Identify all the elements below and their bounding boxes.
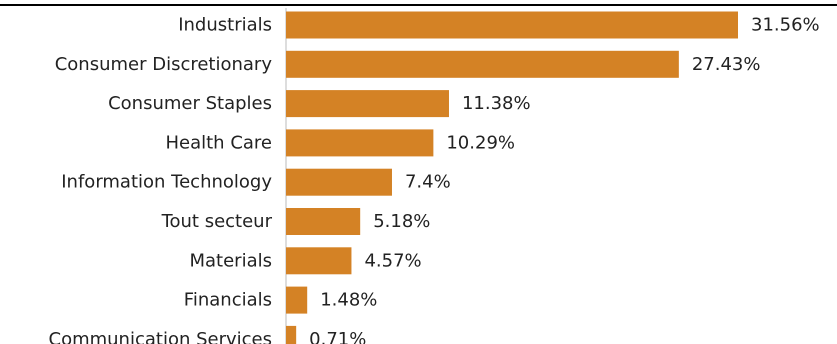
bar	[286, 90, 449, 118]
category-label: Communication Services	[49, 329, 273, 344]
bar	[286, 247, 352, 275]
value-label: 4.57%	[364, 250, 421, 271]
bar	[286, 208, 361, 235]
category-label: Financials	[184, 290, 272, 311]
value-label: 7.4%	[405, 172, 451, 193]
bar	[286, 50, 679, 78]
plot-area: Industrials 31.56% Consumer Discretionary 2…	[49, 8, 820, 344]
category-label: Industrials	[178, 15, 272, 36]
value-label: 5.18%	[373, 211, 430, 232]
bar	[286, 129, 434, 157]
bar	[286, 286, 308, 314]
value-label: 31.56%	[751, 15, 820, 36]
bar	[286, 168, 392, 196]
value-label: 0.71%	[309, 329, 366, 344]
category-label: Consumer Discretionary	[55, 54, 273, 75]
category-label: Consumer Staples	[108, 93, 272, 114]
category-label: Tout secteur	[161, 211, 273, 232]
category-label: Materials	[189, 250, 272, 271]
value-label: 10.29%	[446, 132, 515, 153]
value-label: 11.38%	[462, 93, 531, 114]
category-label: Information Technology	[61, 172, 272, 193]
category-label: Health Care	[165, 132, 272, 153]
value-label: 27.43%	[692, 54, 761, 75]
bar	[286, 11, 738, 39]
bar	[286, 325, 297, 344]
value-label: 1.48%	[320, 290, 377, 311]
